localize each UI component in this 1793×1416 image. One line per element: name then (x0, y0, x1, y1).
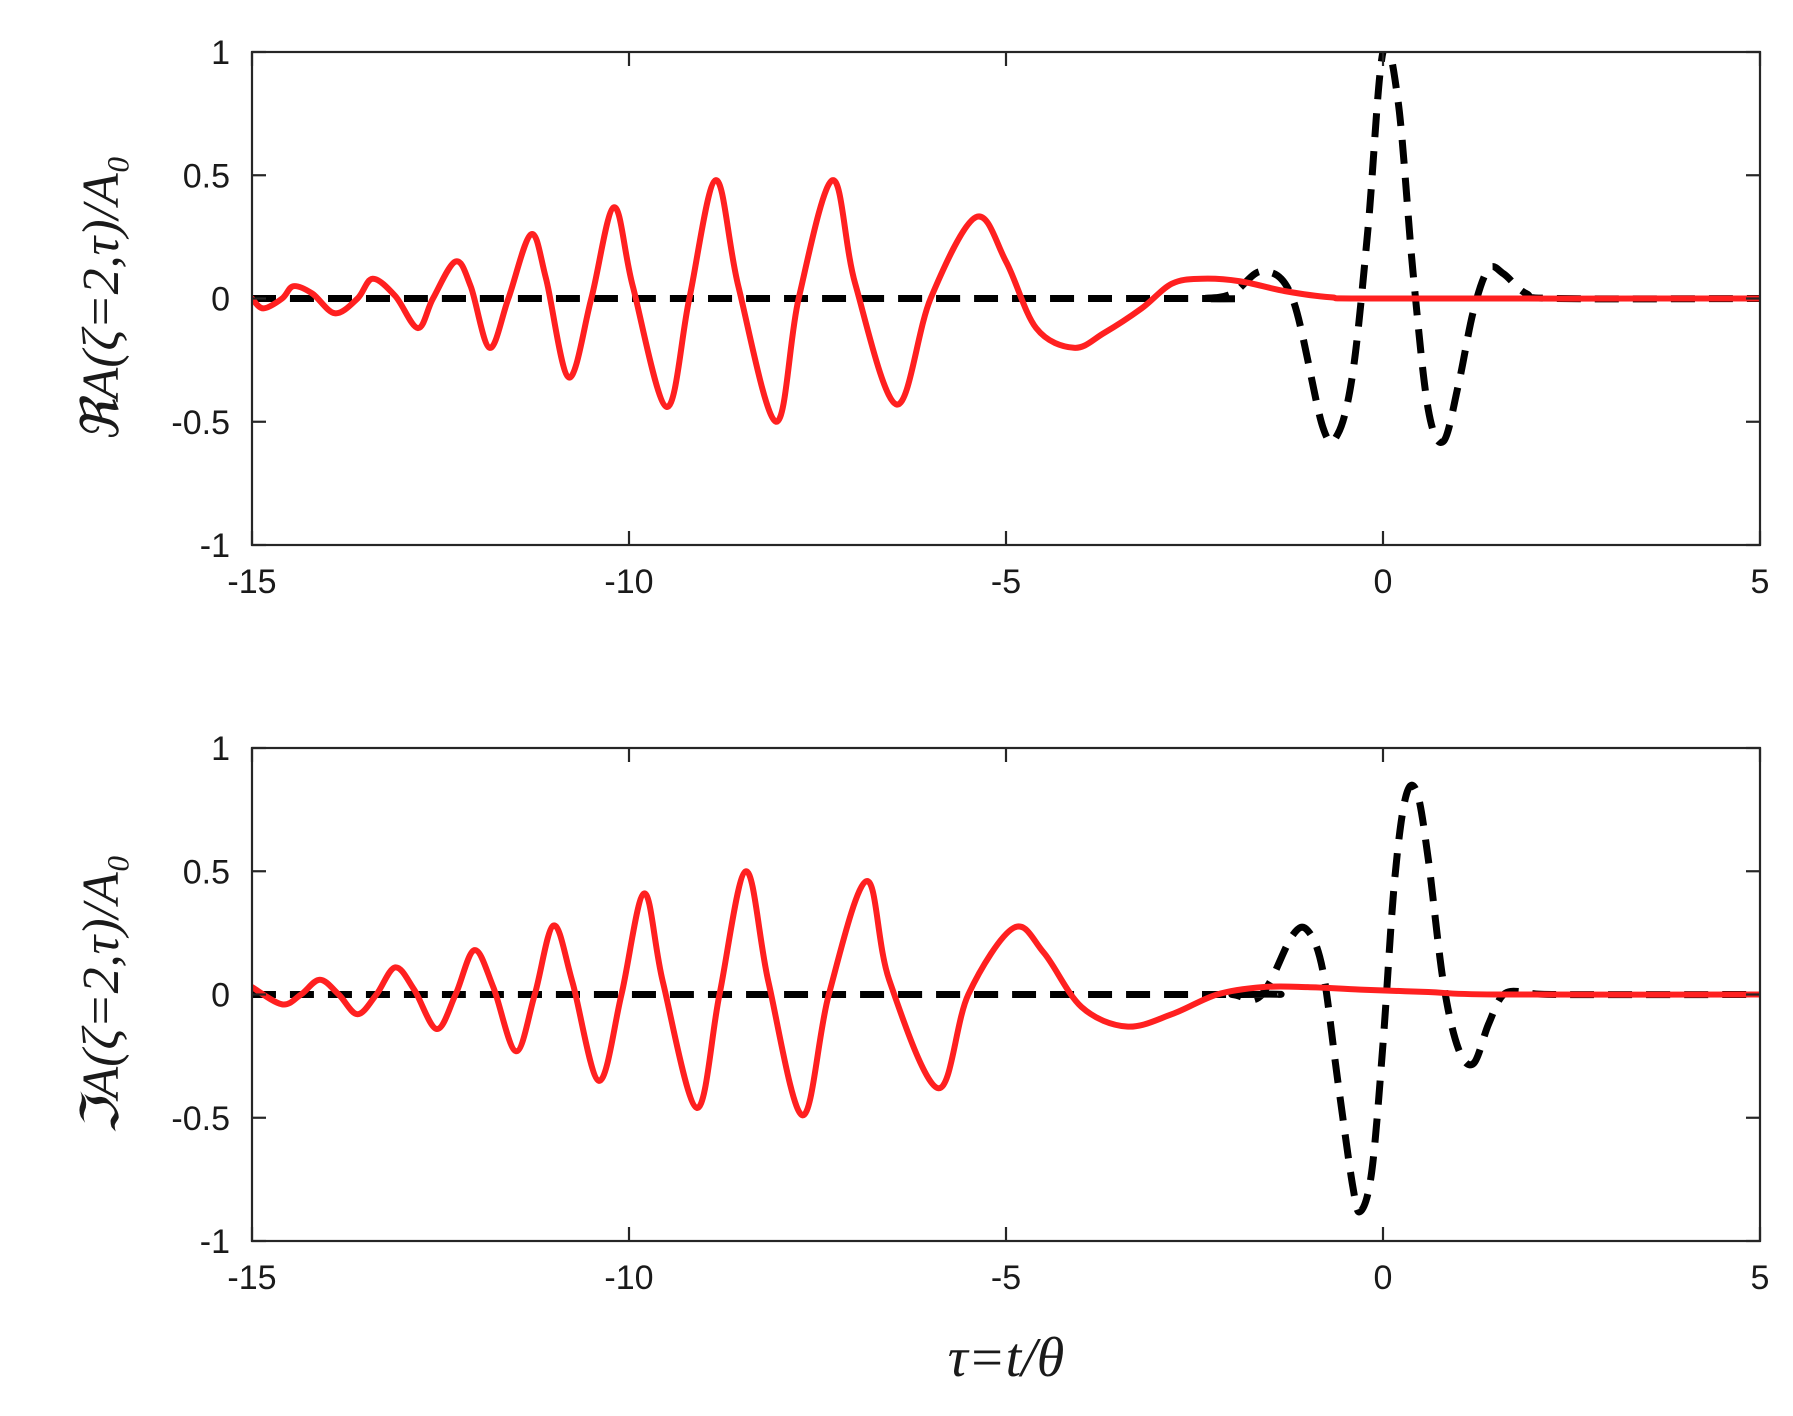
x-tick-label: -5 (991, 1259, 1021, 1297)
dashed-series-line (252, 781, 1760, 1216)
y-axis-label: ℜA(ζ=2,τ)/A₀ (73, 155, 130, 442)
y-tick-label: 1 (211, 34, 230, 72)
x-tick-label: 5 (1751, 563, 1770, 601)
x-axis-label: τ=t/θ (948, 1327, 1064, 1389)
imaginary-part-panel: -15 -10 -5 0 5 -1 -0.5 0 0.5 1 ℑA(ζ=2,τ)/A₀ τ=t/θ (73, 730, 1769, 1389)
x-tick-label: -5 (991, 563, 1021, 601)
x-tick-label: -10 (604, 563, 653, 601)
y-tick-label: 0 (211, 281, 230, 319)
y-tick-label: -0.5 (171, 404, 230, 442)
x-tick-label: -10 (604, 1259, 653, 1297)
x-tick-label: -15 (227, 563, 276, 601)
solid-series-line (252, 868, 1760, 1119)
plot-area (252, 781, 1760, 1216)
real-part-panel: -15 -10 -5 0 5 -1 -0.5 0 0.5 1 ℜA(ζ=2,τ)/A₀ (73, 34, 1769, 601)
y-tick-label: 0.5 (183, 157, 230, 195)
x-tick-label: -15 (227, 1259, 276, 1297)
dashed-series-line (252, 52, 1760, 446)
x-tick-label: 0 (1374, 1259, 1393, 1297)
x-tick-label: 0 (1374, 563, 1393, 601)
plot-area (252, 52, 1760, 446)
y-tick-label: -0.5 (171, 1100, 230, 1138)
y-axis-label: ℑA(ζ=2,τ)/A₀ (73, 854, 130, 1135)
y-tick-label: 1 (211, 730, 230, 768)
solid-series-line (252, 177, 1760, 425)
y-tick-label: -1 (200, 1223, 230, 1261)
y-tick-label: -1 (200, 527, 230, 565)
x-tick-label: 5 (1751, 1259, 1770, 1297)
y-tick-label: 0 (211, 977, 230, 1015)
y-tick-label: 0.5 (183, 853, 230, 891)
